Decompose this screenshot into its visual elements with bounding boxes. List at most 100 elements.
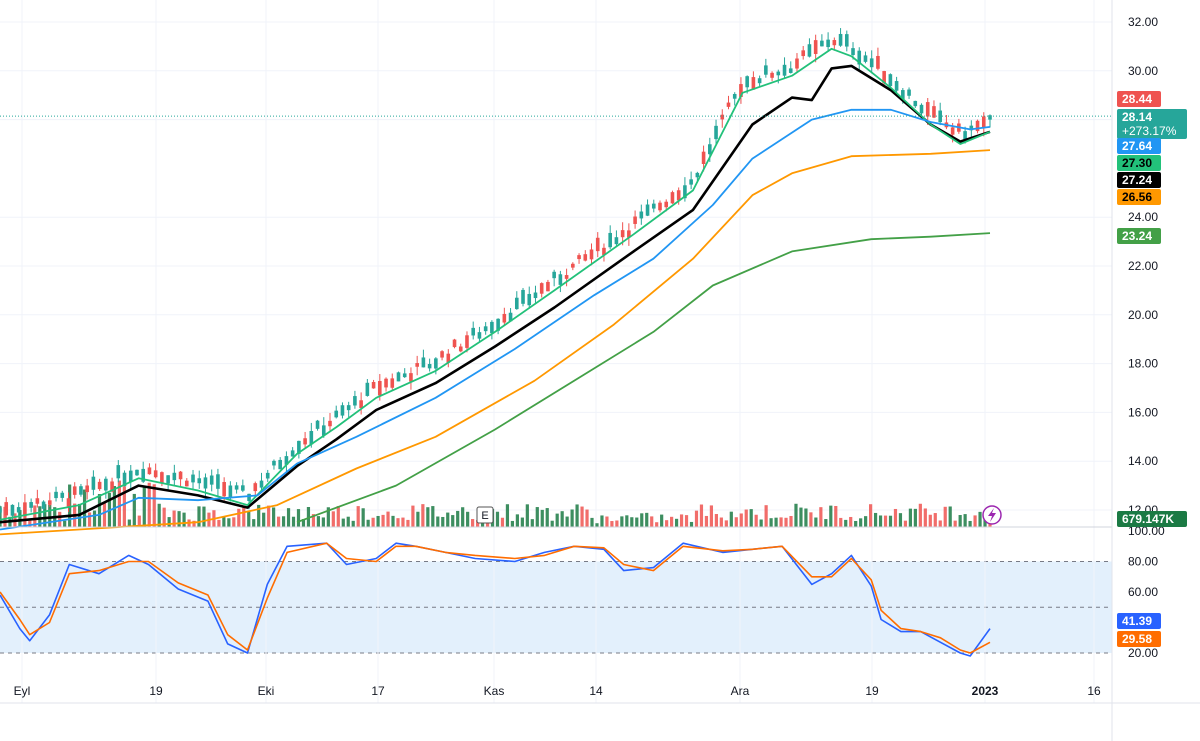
candle-body[interactable] (172, 472, 177, 481)
candle-body[interactable] (259, 480, 264, 488)
candle-body[interactable] (564, 275, 569, 279)
candle-body[interactable] (222, 482, 226, 497)
candle-body[interactable] (901, 90, 905, 100)
candle-body[interactable] (35, 498, 40, 504)
candle-body[interactable] (857, 50, 862, 65)
candle-body[interactable] (527, 293, 532, 306)
candle-body[interactable] (589, 249, 594, 260)
candle-body[interactable] (384, 378, 388, 388)
candle-body[interactable] (458, 346, 463, 352)
candle-body[interactable] (658, 202, 662, 211)
candle-body[interactable] (894, 81, 899, 91)
candle-body[interactable] (932, 106, 936, 118)
candle-body[interactable] (247, 493, 251, 501)
candle-body[interactable] (683, 185, 687, 199)
candle-body[interactable] (701, 151, 706, 164)
candle-body[interactable] (633, 216, 637, 224)
candle-body[interactable] (402, 373, 407, 378)
candle-body[interactable] (832, 40, 837, 46)
candle-body[interactable] (539, 283, 544, 294)
candle-body[interactable] (975, 120, 980, 132)
candle-body[interactable] (826, 39, 830, 48)
candle-body[interactable] (16, 507, 21, 513)
candle-body[interactable] (122, 472, 127, 487)
candle-body[interactable] (651, 203, 656, 209)
candle-body[interactable] (203, 477, 208, 489)
candle-body[interactable] (583, 254, 588, 261)
candle-body[interactable] (981, 116, 986, 129)
candle-body[interactable] (969, 125, 974, 131)
candle-body[interactable] (938, 110, 942, 123)
candle-body[interactable] (664, 201, 669, 208)
candle-body[interactable] (79, 486, 83, 495)
candle-body[interactable] (315, 420, 320, 429)
candle-body[interactable] (477, 332, 482, 339)
candle-body[interactable] (869, 58, 874, 68)
candle-body[interactable] (751, 77, 756, 90)
candle-body[interactable] (10, 504, 15, 516)
candle-body[interactable] (110, 481, 114, 492)
earnings-marker[interactable]: E (476, 506, 494, 524)
candle-body[interactable] (278, 459, 282, 470)
candle-body[interactable] (359, 400, 363, 409)
candle-body[interactable] (732, 93, 737, 99)
candle-body[interactable] (128, 470, 133, 482)
candle-body[interactable] (838, 33, 843, 46)
candle-body[interactable] (241, 485, 245, 491)
candle-body[interactable] (97, 481, 102, 490)
candle-body[interactable] (396, 372, 401, 382)
candle-body[interactable] (340, 405, 345, 416)
candle-body[interactable] (85, 485, 89, 493)
candle-body[interactable] (720, 114, 725, 120)
candle-body[interactable] (228, 485, 233, 498)
candle-body[interactable] (23, 502, 27, 517)
candle-body[interactable] (371, 382, 376, 389)
candle-body[interactable] (104, 478, 108, 491)
candle-body[interactable] (166, 475, 170, 484)
candle-body[interactable] (234, 485, 239, 490)
candlesticks[interactable] (0, 28, 992, 521)
candle-body[interactable] (950, 127, 955, 135)
candle-body[interactable] (764, 65, 768, 75)
candle-body[interactable] (801, 50, 806, 57)
candle-body[interactable] (116, 465, 121, 479)
candle-body[interactable] (409, 373, 413, 382)
candle-body[interactable] (72, 486, 77, 495)
candle-body[interactable] (963, 131, 967, 142)
candle-body[interactable] (919, 104, 924, 114)
candle-body[interactable] (452, 339, 457, 348)
candle-body[interactable] (546, 281, 550, 292)
candle-body[interactable] (66, 498, 71, 507)
candle-body[interactable] (726, 102, 731, 107)
candle-body[interactable] (876, 55, 880, 69)
candle-body[interactable] (988, 115, 992, 120)
candle-body[interactable] (440, 351, 444, 358)
candle-body[interactable] (757, 78, 762, 84)
candle-body[interactable] (265, 472, 270, 479)
candle-body[interactable] (807, 44, 812, 57)
candle-body[interactable] (888, 74, 893, 87)
candle-body[interactable] (695, 172, 700, 178)
candle-body[interactable] (135, 469, 139, 476)
candle-body[interactable] (595, 237, 600, 252)
candle-body[interactable] (54, 491, 58, 499)
candle-body[interactable] (614, 237, 619, 245)
candle-body[interactable] (502, 313, 507, 323)
candle-body[interactable] (483, 326, 488, 332)
candle-body[interactable] (446, 353, 451, 363)
candle-body[interactable] (197, 478, 202, 484)
candle-body[interactable] (216, 474, 220, 489)
candle-body[interactable] (60, 492, 65, 498)
candle-body[interactable] (490, 321, 494, 334)
candle-body[interactable] (521, 289, 525, 304)
candle-body[interactable] (160, 472, 164, 483)
candle-body[interactable] (602, 247, 606, 256)
candle-body[interactable] (689, 179, 693, 185)
candle-body[interactable] (297, 440, 301, 454)
candle-body[interactable] (272, 460, 276, 466)
candle-body[interactable] (514, 297, 519, 310)
candle-body[interactable] (284, 456, 289, 465)
candle-body[interactable] (676, 190, 681, 201)
candle-body[interactable] (253, 483, 258, 492)
